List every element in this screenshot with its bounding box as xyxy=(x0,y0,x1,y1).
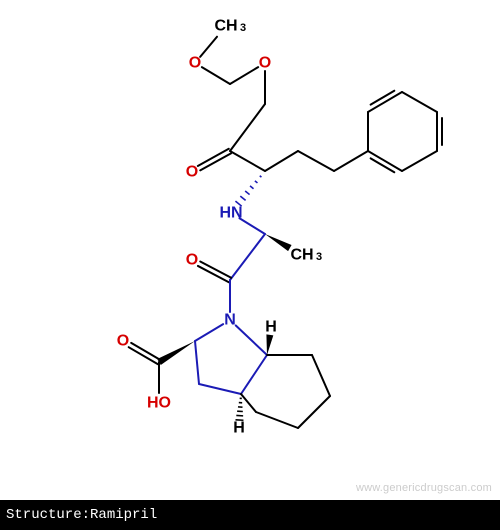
svg-text:HO: HO xyxy=(147,395,171,412)
svg-text:O: O xyxy=(186,164,198,181)
svg-text:3: 3 xyxy=(316,251,322,263)
footer-prefix: Structure: xyxy=(6,507,90,523)
structure-footer: Structure: Ramipril xyxy=(0,500,500,530)
molecule-svg: OCH3OOHNCH3ONOHOHH xyxy=(0,0,500,500)
svg-text:H: H xyxy=(265,319,277,336)
svg-text:N: N xyxy=(224,312,236,329)
svg-text:O: O xyxy=(117,333,129,350)
svg-text:CH: CH xyxy=(214,18,237,35)
footer-name: Ramipril xyxy=(90,507,157,523)
svg-text:3: 3 xyxy=(240,22,246,34)
svg-text:O: O xyxy=(259,55,271,72)
svg-text:O: O xyxy=(189,55,201,72)
svg-text:CH: CH xyxy=(290,247,313,264)
svg-text:HN: HN xyxy=(219,205,242,222)
structure-canvas: OCH3OOHNCH3ONOHOHH www.genericdrugscan.c… xyxy=(0,0,500,500)
svg-text:O: O xyxy=(186,252,198,269)
svg-text:H: H xyxy=(233,420,245,437)
watermark-text: www.genericdrugscan.com xyxy=(356,482,492,494)
